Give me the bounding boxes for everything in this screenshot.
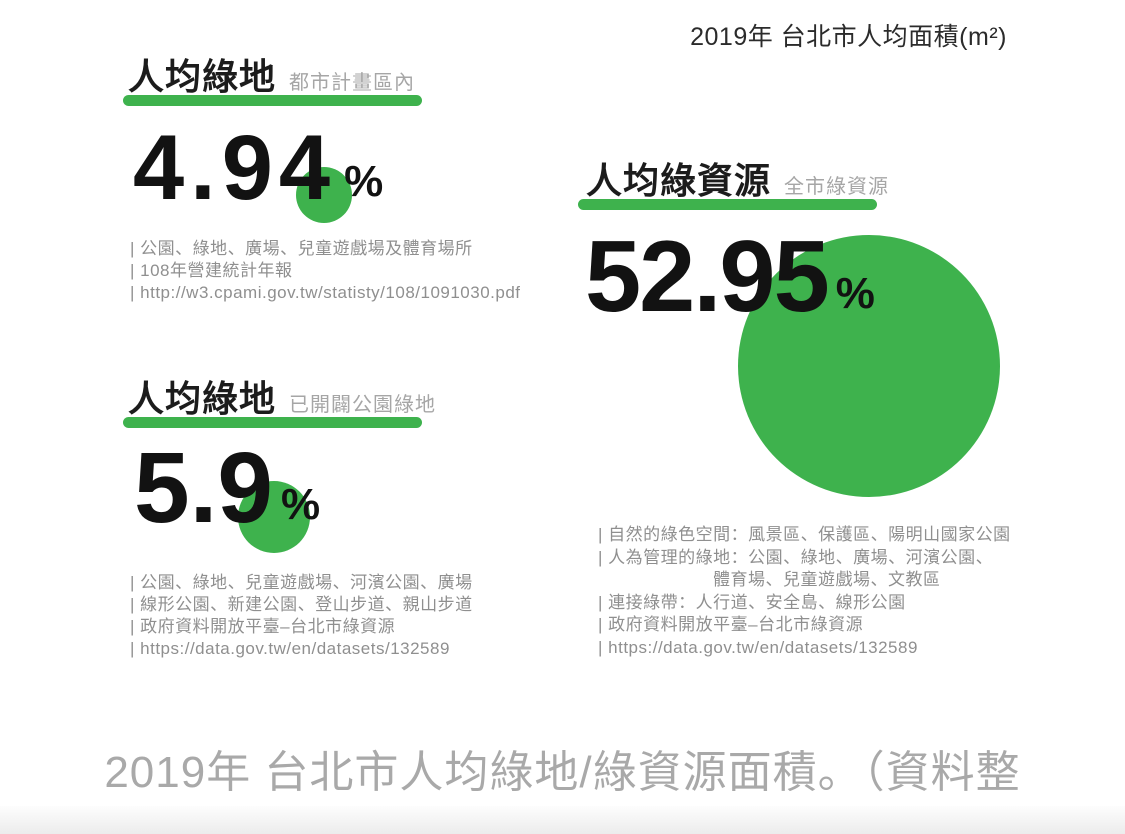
caption: 2019年 台北市人均綠地/綠資源面積。（資料整: [104, 748, 1021, 797]
card-title: 人均綠地: [128, 378, 277, 419]
source-list: | 公園、綠地、廣場、兒童遊戲場及體育場所 | 108年營建統計年報 | htt…: [130, 238, 521, 304]
value-number: 4.94: [133, 117, 337, 219]
green-value-circle: [238, 481, 310, 553]
source-line: | 公園、綠地、兒童遊戲場、河濱公園、廣場: [130, 573, 473, 592]
source-line-url: | https://data.gov.tw/en/datasets/132589: [598, 637, 918, 657]
card-header: 人均綠地 都市計畫區內: [128, 48, 415, 100]
card-subtitle: 全市綠資源: [784, 176, 890, 198]
value: 5.9%: [134, 438, 320, 538]
value: 52.95%: [585, 227, 875, 328]
source-list: | 自然的綠色空間：風景區、保護區、陽明山國家公園 | 人為管理的綠地：公園、綠…: [598, 524, 1011, 659]
green-underline: [578, 199, 877, 210]
green-underline: [123, 95, 422, 106]
source-line: | 連接綠帶：人行道、安全島、線形公園: [598, 592, 906, 612]
source-line: | 線形公園、新建公園、登山步道、親山步道: [130, 595, 473, 614]
green-value-circle: [738, 235, 1000, 497]
percent-sign: %: [281, 480, 321, 529]
card-subtitle: 已開闢公園綠地: [289, 394, 437, 416]
bottom-edge-band: [0, 806, 1125, 834]
percent-sign: %: [835, 269, 875, 318]
source-line: | 政府資料開放平臺–台北市綠資源: [130, 617, 396, 636]
source-line-url: | https://data.gov.tw/en/datasets/132589: [130, 639, 450, 658]
card-title: 人均綠地: [128, 56, 277, 97]
source-line: | 108年營建統計年報: [130, 261, 293, 280]
source-line: | 政府資料開放平臺–台北市綠資源: [598, 615, 864, 634]
green-underline: [123, 417, 422, 428]
page-title: 2019年 台北市人均面積(m²): [690, 23, 1007, 51]
card-header: 人均綠地 已開闢公園綠地: [128, 370, 436, 422]
card-header: 人均綠資源 全市綠資源: [586, 152, 889, 204]
source-line: | 自然的綠色空間：風景區、保護區、陽明山國家公園: [598, 525, 1011, 544]
source-line: | 公園、綠地、廣場、兒童遊戲場及體育場所: [130, 239, 473, 258]
card-subtitle: 都市計畫區內: [289, 72, 416, 94]
source-list: | 公園、綠地、兒童遊戲場、河濱公園、廣場 | 線形公園、新建公園、登山步道、親…: [130, 572, 473, 660]
value-number: 52.95: [585, 221, 830, 333]
source-line-url: | http://w3.cpami.gov.tw/statisty/108/10…: [130, 283, 521, 302]
value-number: 5.9: [134, 432, 274, 544]
source-line-continuation: 體育場、兒童遊戲場、文教區: [713, 570, 941, 589]
card-title: 人均綠資源: [586, 160, 772, 201]
percent-sign: %: [344, 157, 384, 206]
value: 4.94%: [133, 122, 383, 214]
green-value-circle: [296, 167, 352, 223]
source-line: | 人為管理的綠地：公園、綠地、廣場、河濱公園、: [598, 547, 994, 567]
